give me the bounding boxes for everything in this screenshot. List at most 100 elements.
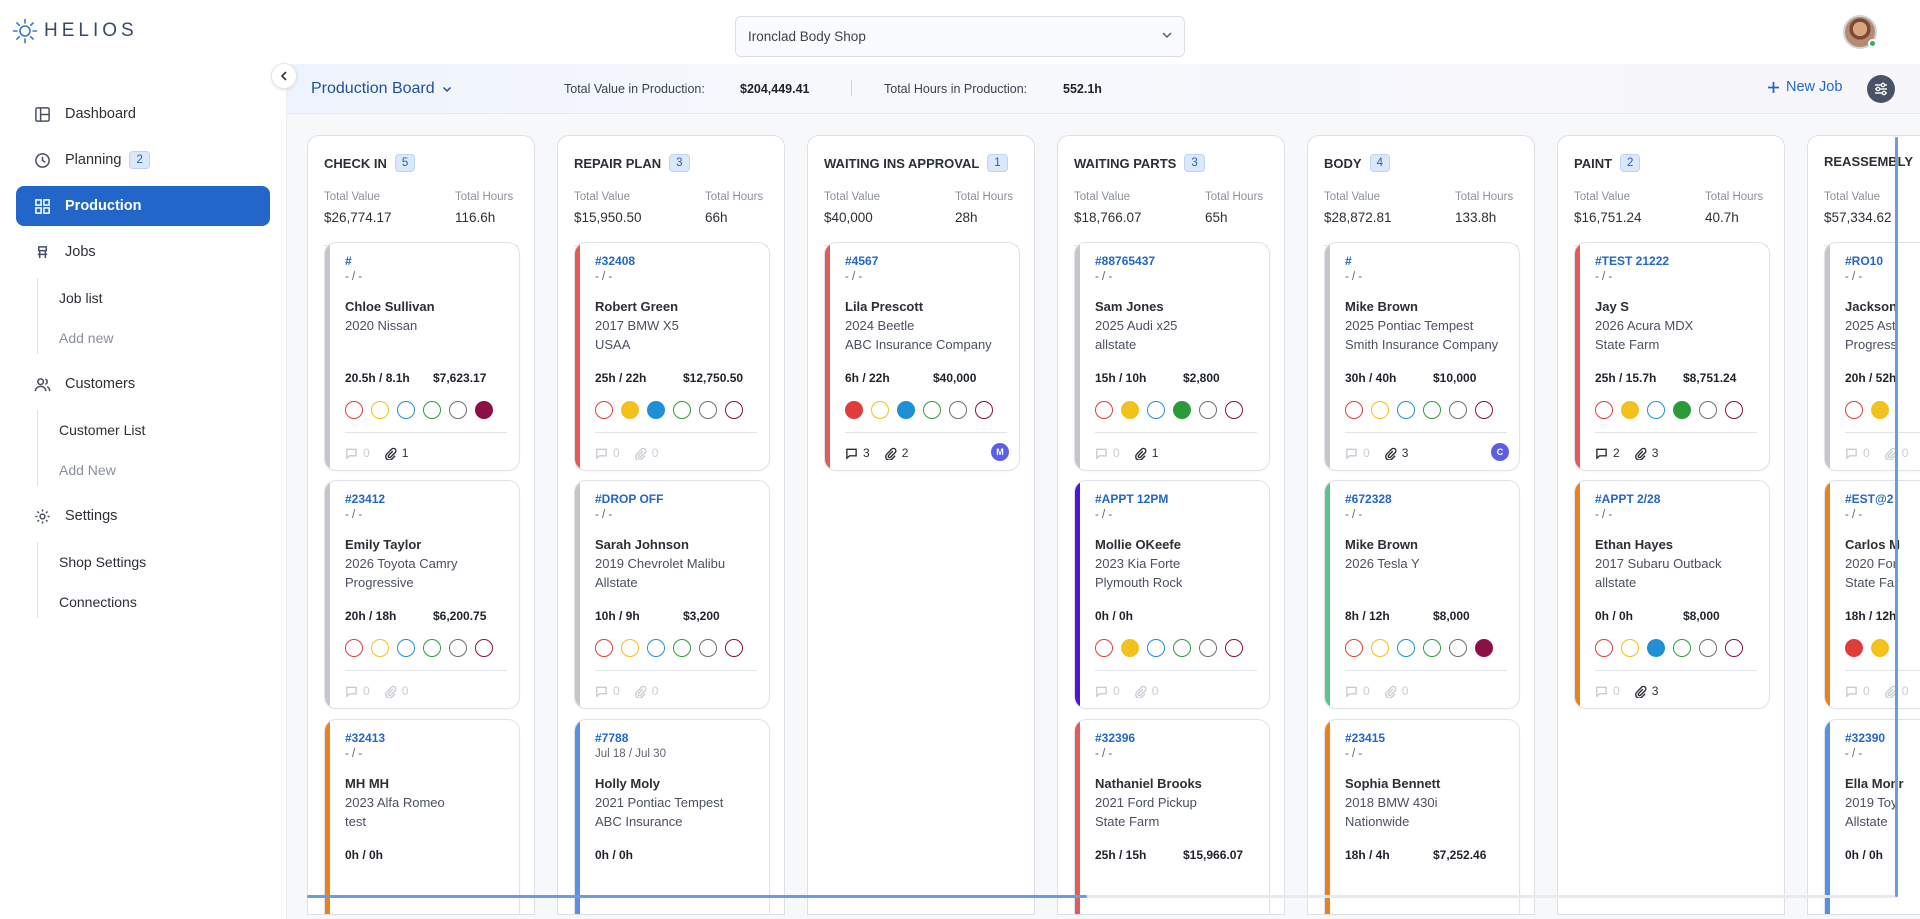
shop-selector[interactable]: Ironclad Body Shop	[735, 16, 1185, 57]
status-dot[interactable]	[845, 401, 863, 419]
sidebar-item-jobs[interactable]: Jobs	[16, 232, 270, 272]
job-card[interactable]: #32396 - / - Nathaniel Brooks 2021 Ford Pic…	[1074, 719, 1270, 914]
job-ro-number[interactable]: #32413	[345, 731, 386, 745]
status-dot[interactable]	[449, 639, 467, 657]
sidebar-item-customers[interactable]: Customers	[16, 364, 270, 404]
status-dot[interactable]	[1423, 401, 1441, 419]
job-card[interactable]: #7788 Jul 18 / Jul 30 Holly Moly 2021 Ponti…	[574, 719, 770, 914]
status-dot[interactable]	[1345, 639, 1363, 657]
status-dot[interactable]	[1121, 401, 1139, 419]
status-dot[interactable]	[923, 401, 941, 419]
status-dot[interactable]	[1449, 401, 1467, 419]
job-card[interactable]: #4567 - / - Lila Prescott 2024 Beetle ABC In…	[824, 242, 1020, 471]
job-card[interactable]: #DROP OFF - / - Sarah Johnson 2019 Chevrole…	[574, 480, 770, 709]
attachments-count[interactable]: 0	[1884, 446, 1908, 460]
status-dot[interactable]	[371, 639, 389, 657]
status-dot[interactable]	[1121, 639, 1139, 657]
status-dot[interactable]	[1371, 639, 1389, 657]
status-dot[interactable]	[1225, 401, 1243, 419]
comments-count[interactable]: 0	[345, 684, 370, 698]
job-card[interactable]: #RO10 - / - Jackson 2025 Ast Progress 20h / 5…	[1824, 242, 1920, 471]
job-ro-number[interactable]: #APPT 12PM	[1095, 492, 1169, 506]
status-dot[interactable]	[1225, 639, 1243, 657]
job-ro-number[interactable]: #TEST 21222	[1595, 254, 1670, 268]
assigned-user-avatar[interactable]: M	[991, 443, 1009, 461]
status-dot[interactable]	[699, 639, 717, 657]
status-dot[interactable]	[621, 401, 639, 419]
job-card[interactable]: #32390 - / - Ella Monr 2019 Toy Allstate 0h /…	[1824, 719, 1920, 914]
status-dot[interactable]	[1699, 639, 1717, 657]
status-dot[interactable]	[1449, 639, 1467, 657]
attachments-count[interactable]: 0	[634, 684, 658, 698]
comments-count[interactable]: 0	[595, 446, 620, 460]
status-dot[interactable]	[1173, 639, 1191, 657]
job-ro-number[interactable]: #32408	[595, 254, 636, 268]
status-dot[interactable]	[1871, 401, 1889, 419]
comments-count[interactable]: 0	[1095, 446, 1120, 460]
status-dot[interactable]	[1595, 401, 1613, 419]
status-dot[interactable]	[673, 639, 691, 657]
job-ro-number[interactable]: #32390	[1845, 731, 1886, 745]
status-dot[interactable]	[673, 401, 691, 419]
job-card[interactable]: #88765437 - / - Sam Jones 2025 Audi x25 alls…	[1074, 242, 1270, 471]
status-dot[interactable]	[1647, 639, 1665, 657]
filter-settings-button[interactable]	[1867, 75, 1895, 103]
status-dot[interactable]	[1595, 639, 1613, 657]
attachments-count[interactable]: 0	[1134, 684, 1158, 698]
horizontal-scrollbar-track[interactable]	[307, 895, 1897, 898]
job-ro-number[interactable]: #EST@2	[1845, 492, 1894, 506]
status-dot[interactable]	[1423, 639, 1441, 657]
comments-count[interactable]: 0	[1845, 446, 1870, 460]
submenu-item-add-customer[interactable]: Add New	[59, 462, 116, 478]
sidebar-item-dashboard[interactable]: Dashboard	[16, 94, 270, 134]
status-dot[interactable]	[647, 639, 665, 657]
status-dot[interactable]	[1725, 401, 1743, 419]
status-dot[interactable]	[345, 401, 363, 419]
status-dot[interactable]	[1871, 639, 1889, 657]
job-card[interactable]: #APPT 12PM - / - Mollie OKeefe 2023 Kia For…	[1074, 480, 1270, 709]
status-dot[interactable]	[699, 401, 717, 419]
sidebar-item-settings[interactable]: Settings	[16, 496, 270, 536]
attachments-count[interactable]: 1	[384, 446, 408, 460]
status-dot[interactable]	[423, 639, 441, 657]
comments-count[interactable]: 0	[1595, 684, 1620, 698]
status-dot[interactable]	[1475, 401, 1493, 419]
status-dot[interactable]	[871, 401, 889, 419]
submenu-item-add-new[interactable]: Add new	[59, 330, 114, 346]
status-dot[interactable]	[449, 401, 467, 419]
status-dot[interactable]	[725, 401, 743, 419]
attachments-count[interactable]: 2	[884, 446, 908, 460]
submenu-item-customer-list[interactable]: Customer List	[59, 422, 146, 438]
job-card[interactable]: #23415 - / - Sophia Bennett 2018 BMW 430i Na…	[1324, 719, 1520, 914]
comments-count[interactable]: 0	[595, 684, 620, 698]
job-card[interactable]: #TEST 21222 - / - Jay S 2026 Acura MDX State…	[1574, 242, 1770, 471]
assigned-user-avatar[interactable]: C	[1491, 443, 1509, 461]
status-dot[interactable]	[595, 401, 613, 419]
status-dot[interactable]	[1725, 639, 1743, 657]
status-dot[interactable]	[897, 401, 915, 419]
status-dot[interactable]	[397, 639, 415, 657]
attachments-count[interactable]: 3	[1384, 446, 1408, 460]
status-dot[interactable]	[397, 401, 415, 419]
status-dot[interactable]	[1475, 639, 1493, 657]
status-dot[interactable]	[475, 401, 493, 419]
status-dot[interactable]	[371, 401, 389, 419]
status-dot[interactable]	[1673, 639, 1691, 657]
comments-count[interactable]: 0	[1345, 446, 1370, 460]
vertical-scrollbar[interactable]	[1895, 137, 1898, 897]
status-dot[interactable]	[1647, 401, 1665, 419]
status-dot[interactable]	[345, 639, 363, 657]
status-dot[interactable]	[475, 639, 493, 657]
status-dot[interactable]	[1699, 401, 1717, 419]
status-dot[interactable]	[725, 639, 743, 657]
status-dot[interactable]	[1621, 401, 1639, 419]
job-ro-number[interactable]: #23412	[345, 492, 386, 506]
job-card[interactable]: # - / - Mike Brown 2025 Pontiac Tempest Smit…	[1324, 242, 1520, 471]
status-dot[interactable]	[975, 401, 993, 419]
status-dot[interactable]	[1621, 639, 1639, 657]
comments-count[interactable]: 0	[345, 446, 370, 460]
status-dot[interactable]	[1673, 401, 1691, 419]
status-dot[interactable]	[1371, 401, 1389, 419]
comments-count[interactable]: 3	[845, 446, 870, 460]
status-dot[interactable]	[1397, 401, 1415, 419]
